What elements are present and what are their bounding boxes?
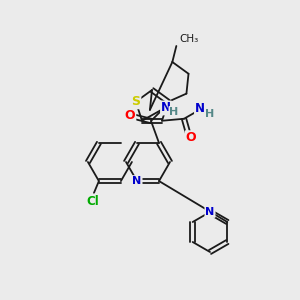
Text: O: O: [186, 131, 196, 144]
Text: N: N: [132, 176, 142, 186]
Text: O: O: [125, 110, 135, 122]
Text: N: N: [206, 207, 214, 217]
Text: CH₃: CH₃: [179, 34, 199, 44]
Text: H: H: [206, 109, 214, 119]
Text: S: S: [131, 95, 140, 108]
Text: Cl: Cl: [86, 195, 99, 208]
Text: H: H: [169, 107, 178, 117]
Text: N: N: [161, 101, 171, 114]
Text: N: N: [195, 102, 205, 115]
